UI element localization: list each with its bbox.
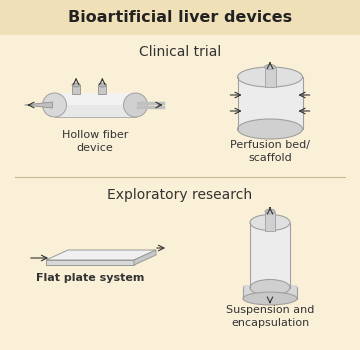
Ellipse shape (72, 83, 80, 87)
Ellipse shape (243, 292, 297, 305)
Text: Hollow fiber
device: Hollow fiber device (62, 130, 128, 153)
Ellipse shape (250, 215, 290, 231)
FancyBboxPatch shape (72, 85, 80, 94)
FancyBboxPatch shape (265, 67, 275, 87)
Text: Exploratory research: Exploratory research (107, 188, 253, 202)
Ellipse shape (238, 67, 302, 87)
FancyBboxPatch shape (238, 77, 302, 129)
Ellipse shape (265, 64, 275, 70)
Polygon shape (46, 250, 156, 260)
FancyBboxPatch shape (250, 223, 290, 287)
FancyBboxPatch shape (265, 211, 275, 231)
Text: Flat plate system: Flat plate system (36, 273, 144, 283)
Ellipse shape (265, 209, 275, 214)
FancyBboxPatch shape (0, 0, 360, 35)
Polygon shape (134, 250, 156, 265)
FancyBboxPatch shape (243, 285, 297, 299)
Text: Clinical trial: Clinical trial (139, 45, 221, 59)
Ellipse shape (98, 83, 106, 87)
Ellipse shape (250, 280, 290, 295)
Text: Suspension and
encapsulation: Suspension and encapsulation (226, 305, 314, 328)
FancyBboxPatch shape (98, 85, 106, 94)
Ellipse shape (42, 93, 67, 117)
Polygon shape (24, 102, 53, 108)
Text: Perfusion bed/
scaffold: Perfusion bed/ scaffold (230, 140, 310, 163)
Ellipse shape (123, 93, 148, 117)
Ellipse shape (238, 119, 302, 139)
FancyBboxPatch shape (54, 93, 135, 105)
Text: Bioartificial liver devices: Bioartificial liver devices (68, 10, 292, 26)
Polygon shape (46, 260, 134, 265)
FancyBboxPatch shape (54, 93, 135, 117)
